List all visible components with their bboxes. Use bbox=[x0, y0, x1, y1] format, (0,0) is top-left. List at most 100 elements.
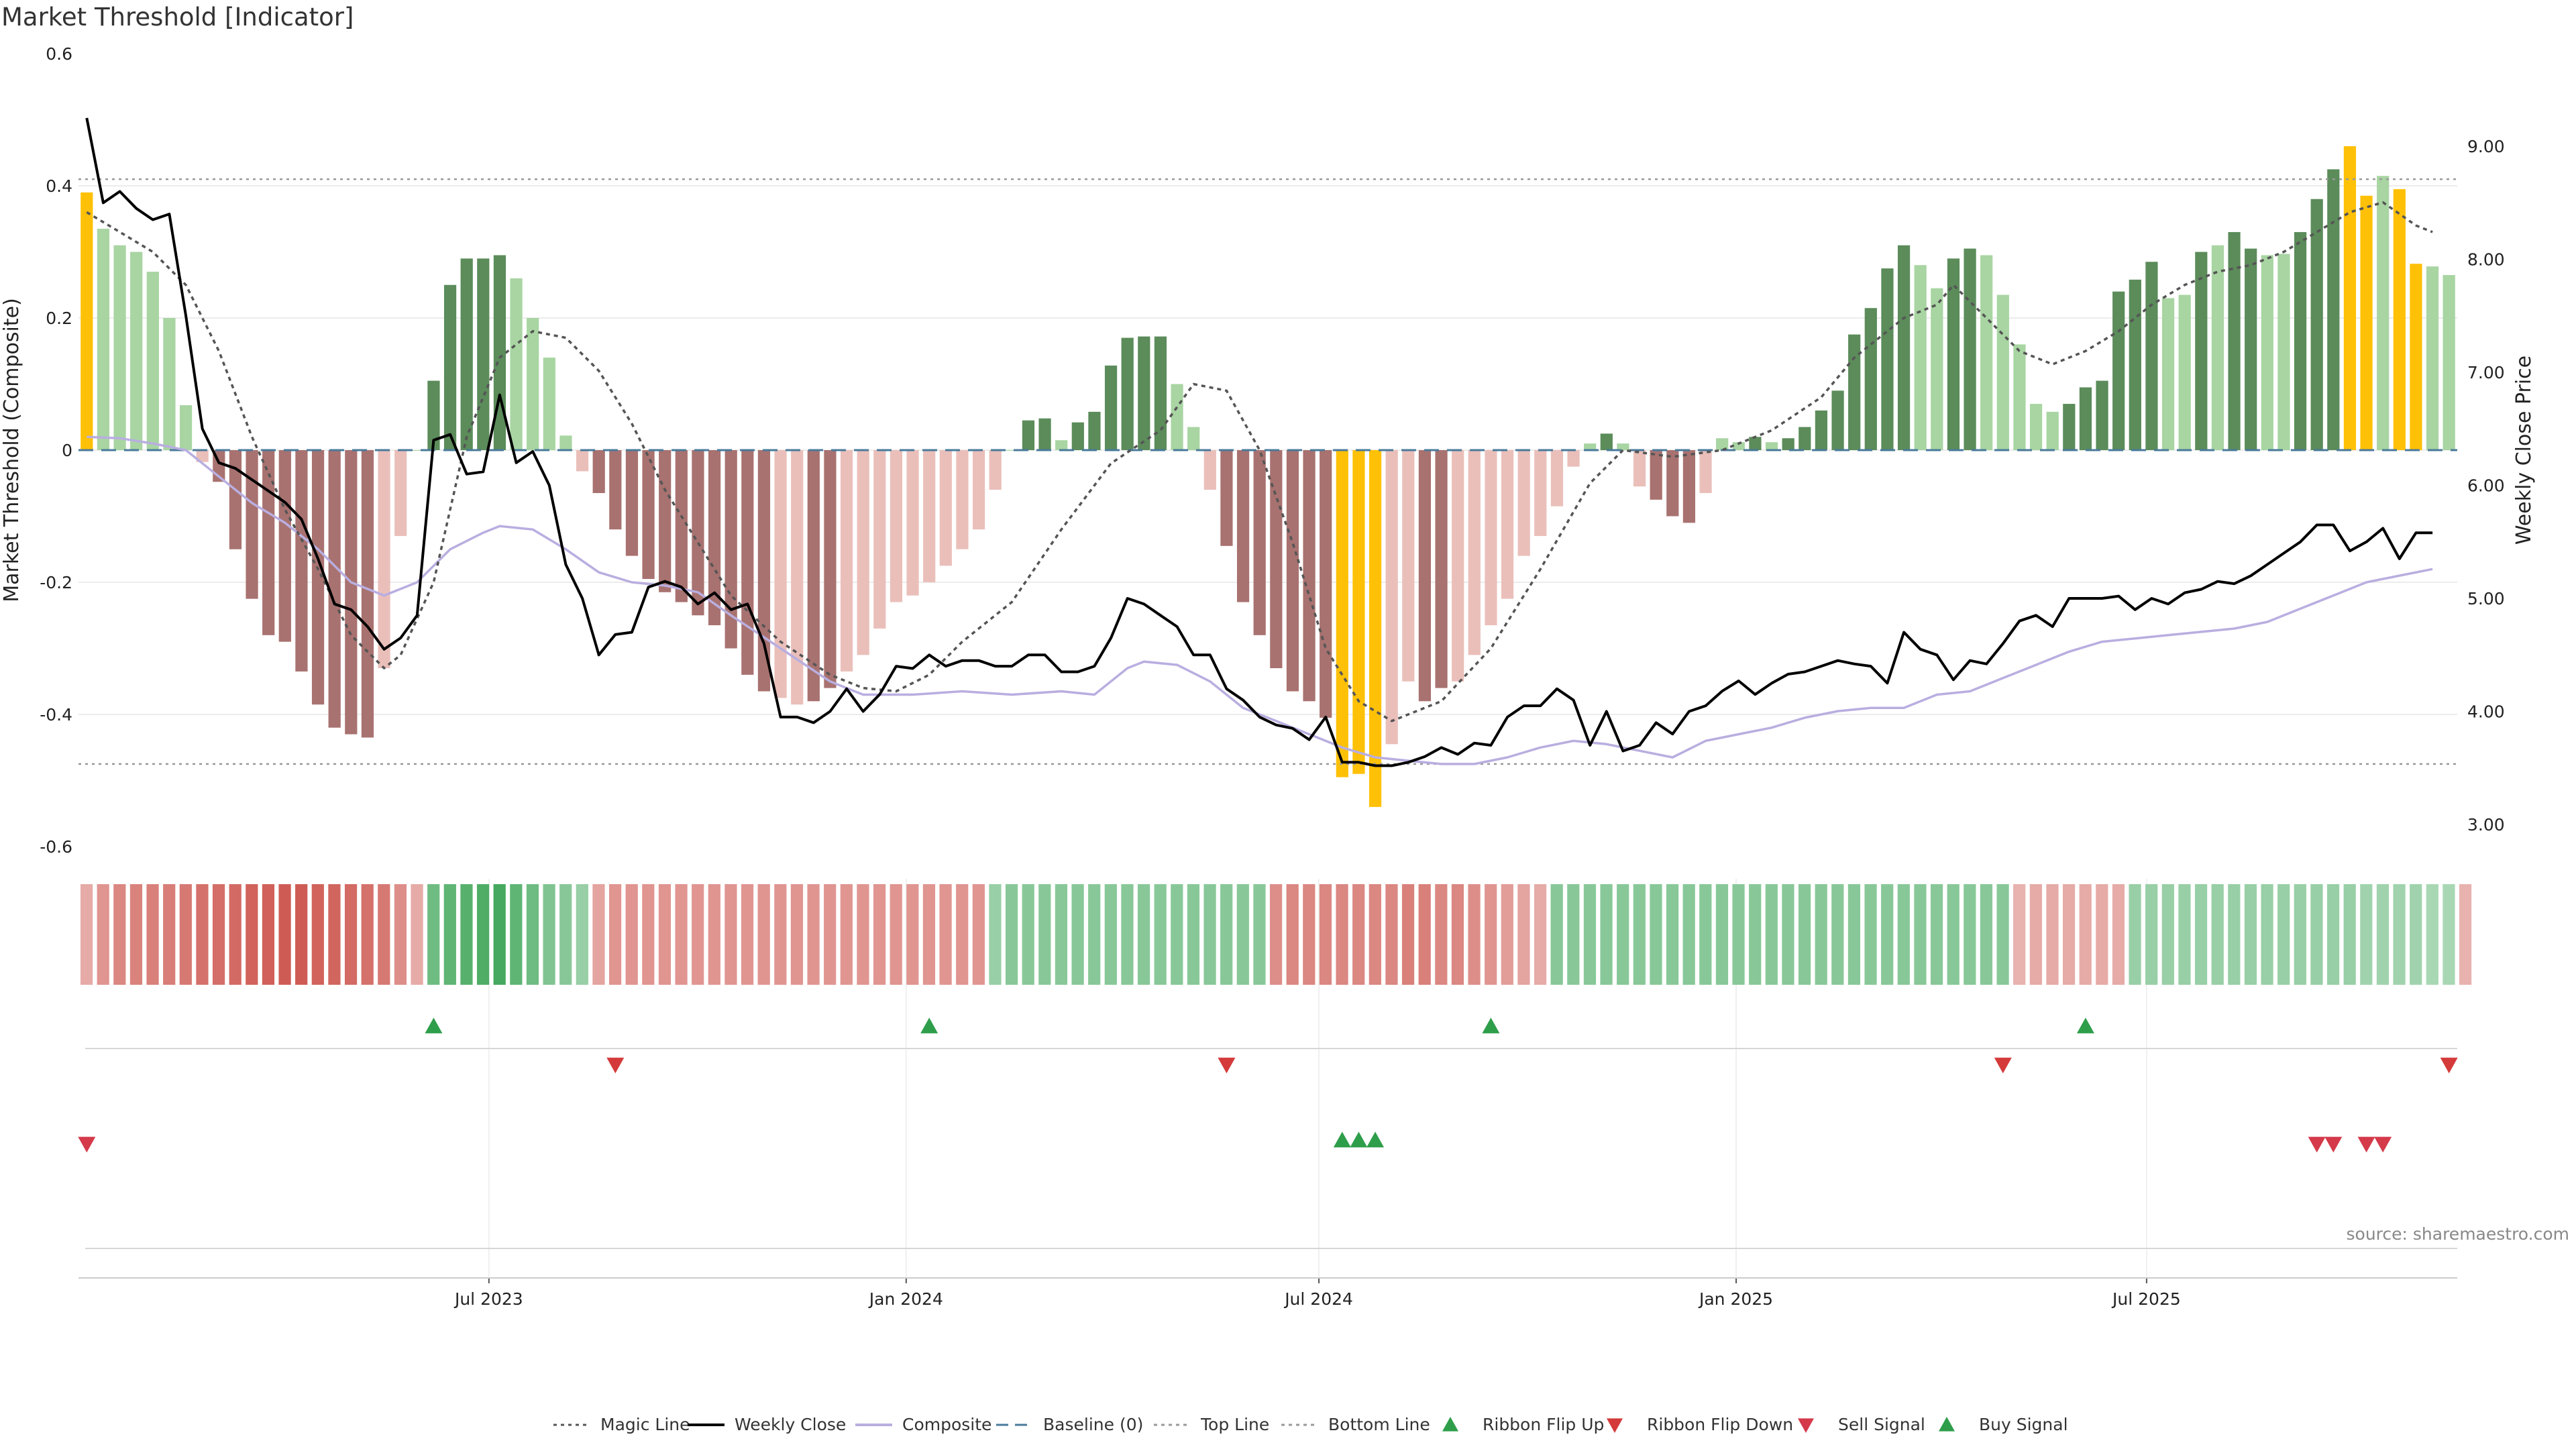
legend-label: Buy Signal bbox=[1979, 1415, 2068, 1434]
buy-signal-marker bbox=[1366, 1132, 1385, 1148]
histogram-bar bbox=[328, 450, 341, 728]
legend-item: Bottom Line bbox=[1281, 1415, 1430, 1434]
histogram-bar bbox=[1600, 433, 1613, 450]
x-tick-label: Jan 2024 bbox=[868, 1289, 943, 1309]
ribbon-cell bbox=[592, 884, 605, 985]
histogram-bar bbox=[543, 358, 555, 450]
ribbon-cell bbox=[1964, 884, 1976, 985]
ribbon-cell bbox=[1468, 884, 1481, 985]
ribbon-cell bbox=[2228, 884, 2241, 985]
ribbon-cell bbox=[361, 884, 374, 985]
histogram-bar bbox=[1633, 450, 1646, 487]
ribbon-cell bbox=[873, 884, 886, 985]
histogram-bar bbox=[692, 450, 704, 616]
y-tick-label-left: -0.4 bbox=[40, 705, 72, 724]
y-axis-label-right: Weekly Close Price bbox=[2512, 356, 2536, 545]
histogram-bar bbox=[1352, 450, 1365, 774]
histogram-bar bbox=[1385, 450, 1398, 745]
legend-item: Ribbon Flip Up bbox=[1442, 1415, 1604, 1434]
ribbon-cell bbox=[1996, 884, 2009, 985]
ribbon-cell bbox=[278, 884, 291, 985]
legend-label: Baseline (0) bbox=[1043, 1415, 1143, 1434]
y-tick-label-left: 0 bbox=[62, 441, 72, 460]
histogram-bar bbox=[1864, 308, 1877, 450]
ribbon-cell bbox=[1600, 884, 1613, 985]
histogram-bar bbox=[807, 450, 820, 702]
ribbon-cell bbox=[97, 884, 109, 985]
histogram-bar bbox=[2129, 279, 2141, 450]
ribbon-cell bbox=[1765, 884, 1778, 985]
ribbon-cell bbox=[741, 884, 754, 985]
histogram-bar bbox=[609, 450, 622, 530]
histogram-bar bbox=[1270, 450, 1283, 669]
line-series bbox=[85, 117, 2433, 767]
y-tick-label-right: 5.00 bbox=[2467, 589, 2505, 608]
histogram-bar bbox=[493, 255, 506, 450]
ribbon-cell bbox=[642, 884, 655, 985]
reference-lines bbox=[78, 178, 2457, 765]
chart-title: Market Threshold [Indicator] bbox=[1, 3, 354, 32]
ribbon-cell bbox=[2013, 884, 2026, 985]
histogram-bar bbox=[361, 450, 374, 738]
axes: 0.6 0.4 0.2 0 -0.2 -0.4 -0.6 9.00 8.00 7.00 6.00 5.… bbox=[40, 44, 2504, 1309]
ribbon-cell bbox=[1485, 884, 1497, 985]
x-tick-label: Jul 2023 bbox=[453, 1289, 523, 1309]
histogram-bar bbox=[1418, 450, 1432, 702]
histogram-bar bbox=[989, 450, 1002, 490]
sell-signal-marker bbox=[78, 1136, 96, 1152]
ribbon-cell bbox=[1088, 884, 1101, 985]
histogram-bar bbox=[1517, 450, 1530, 556]
histogram-bar bbox=[1782, 438, 1794, 450]
histogram-bar bbox=[2046, 411, 2059, 450]
legend-label: Sell Signal bbox=[1838, 1415, 1925, 1434]
ribbon-cell bbox=[658, 884, 672, 985]
histogram-bar bbox=[857, 450, 869, 655]
ribbon-cell bbox=[857, 884, 869, 985]
ribbon-cell bbox=[576, 884, 588, 985]
ribbon-cell bbox=[906, 884, 919, 985]
histogram-bar bbox=[527, 318, 539, 450]
histogram-bar bbox=[1964, 248, 1976, 450]
ribbon-cell bbox=[411, 884, 423, 985]
legend-item: Top Line bbox=[1154, 1415, 1269, 1434]
histogram-bar bbox=[1567, 450, 1580, 467]
histogram-bar bbox=[1320, 450, 1332, 718]
ribbon-cell bbox=[1980, 884, 1993, 985]
ribbon-cell bbox=[443, 884, 456, 985]
y-tick-label-right: 7.00 bbox=[2467, 363, 2505, 382]
ribbon-cell bbox=[1286, 884, 1299, 985]
y-tick-label-right: 9.00 bbox=[2467, 137, 2505, 156]
histogram-bar bbox=[890, 450, 903, 602]
histogram-bar bbox=[510, 278, 523, 450]
histogram-bar bbox=[460, 258, 473, 450]
ribbon-cell bbox=[1501, 884, 1513, 985]
ribbon-cell bbox=[1336, 884, 1348, 985]
ribbon-cell bbox=[2443, 884, 2455, 985]
histogram-bar bbox=[1947, 258, 1960, 450]
ribbon-cell bbox=[262, 884, 275, 985]
x-tick-label: Jul 2025 bbox=[2111, 1289, 2181, 1309]
histogram-bar bbox=[2443, 274, 2455, 450]
ribbon-cell bbox=[1782, 884, 1794, 985]
histogram-bar bbox=[113, 245, 126, 450]
histogram-bar bbox=[1914, 265, 1927, 450]
ribbon-cell bbox=[972, 884, 985, 985]
histogram-bar bbox=[1765, 442, 1778, 450]
histogram-bar bbox=[1203, 450, 1216, 490]
histogram-bar bbox=[1171, 384, 1183, 450]
ribbon-cell bbox=[1798, 884, 1811, 985]
histogram-bar bbox=[774, 450, 787, 698]
histogram-bar bbox=[2261, 255, 2273, 450]
histogram-bar bbox=[278, 450, 291, 642]
ribbon-cell bbox=[1583, 884, 1597, 985]
ribbon-cell bbox=[163, 884, 176, 985]
ribbon-cell bbox=[510, 884, 523, 985]
histogram-bar bbox=[1055, 440, 1068, 450]
ribbon-cell bbox=[1303, 884, 1316, 985]
ribbon-cell bbox=[2029, 884, 2042, 985]
histogram-bar bbox=[741, 450, 754, 675]
ribbon-cell bbox=[1352, 884, 1365, 985]
sell-signal-marker bbox=[2357, 1136, 2375, 1152]
histogram-bar bbox=[477, 258, 490, 450]
ribbon-cell bbox=[1897, 884, 1910, 985]
